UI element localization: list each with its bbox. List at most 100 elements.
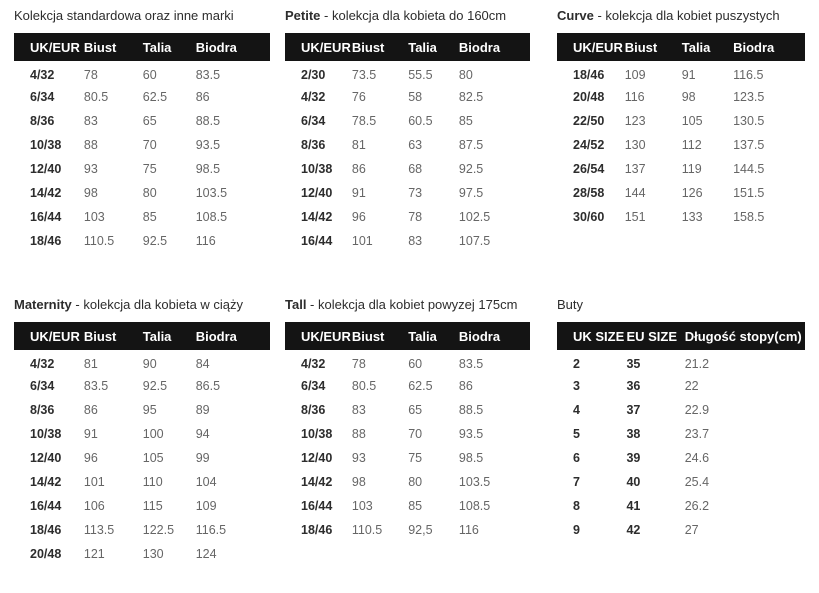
column-header-talia: Talia (681, 33, 734, 61)
value-cell: 62.5 (142, 90, 168, 104)
column-header-biust: Biust (351, 33, 409, 61)
table-row: 12/40 96 105 99 (14, 446, 270, 470)
column-header-biust: Biust (351, 322, 409, 350)
size-table: UK SIZE EU SIZE Długość stopy(cm) 2 35 21.2 3 3… (557, 322, 805, 542)
value-cell: 137.5 (733, 138, 765, 152)
value-cell: 78.5 (351, 114, 377, 128)
value-cell: 109 (624, 67, 646, 82)
column-header-uk-eur: UK/EUR (285, 322, 352, 350)
value-cell: 86 (458, 379, 473, 393)
size-cell: 14/42 (30, 186, 62, 200)
size-table: UK/EUR Biust Talia Biodra 4/32 81 90 84 6/34 83.5… (14, 322, 270, 566)
column-header-biodra: Biodra (195, 322, 270, 350)
value-cell: 80 (408, 475, 423, 489)
size-cell: 28/58 (573, 186, 605, 200)
column-header-biust: Biust (83, 33, 143, 61)
value-cell: 98.5 (195, 162, 221, 176)
value-cell: 39 (626, 451, 641, 465)
table-row: 8/36 86 95 89 (14, 398, 270, 422)
value-cell: 98 (681, 90, 696, 104)
column-header-biodra: Biodra (195, 33, 270, 61)
value-cell: 98 (83, 186, 98, 200)
size-cell: 8/36 (30, 403, 55, 417)
size-cell: 6/34 (30, 90, 55, 104)
value-cell: 109 (195, 499, 217, 513)
title-bold: Petite (285, 8, 321, 23)
value-cell: 130.5 (733, 114, 765, 128)
value-cell: 41 (626, 499, 641, 513)
value-cell: 93 (351, 451, 366, 465)
value-cell: 83.5 (195, 67, 221, 82)
title-text: - kolekcja dla kobiet puszystych (593, 8, 780, 23)
value-cell: 92.5 (458, 162, 484, 176)
value-cell: 70 (142, 138, 157, 152)
value-cell: 85 (142, 210, 157, 224)
value-cell: 102.5 (458, 210, 491, 224)
size-cell: 12/40 (30, 451, 62, 465)
table-row: 10/38 88 70 93.5 (285, 422, 530, 446)
table-row: 2/30 73.5 55.5 80 (285, 61, 530, 85)
size-cell: 6/34 (30, 379, 55, 393)
title-text: - kolekcja dla kobiet powyzej 175cm (306, 297, 518, 312)
table-row: 7 40 25.4 (557, 470, 805, 494)
value-cell: 103.5 (195, 186, 228, 200)
size-cell: 2/30 (301, 67, 326, 82)
size-table: UK/EUR Biust Talia Biodra 18/46 109 91 116.5 20/… (557, 33, 805, 229)
value-cell: 35 (626, 356, 641, 371)
table-row: 20/48 116 98 123.5 (557, 85, 805, 109)
size-cell: 18/46 (30, 523, 62, 537)
size-cell: 14/42 (301, 210, 333, 224)
table-row: 10/38 88 70 93.5 (14, 133, 270, 157)
table-row: 14/42 96 78 102.5 (285, 205, 530, 229)
title-text: - kolekcja dla kobieta w ciąży (71, 297, 244, 312)
size-cell: 10/38 (301, 162, 333, 176)
size-cell: 10/38 (30, 138, 62, 152)
value-cell: 55.5 (408, 67, 433, 82)
value-cell: 62.5 (408, 379, 433, 393)
value-cell: 85 (458, 114, 473, 128)
value-cell: 78 (408, 210, 423, 224)
size-cell: 4/32 (301, 356, 326, 371)
size-cell: 18/46 (573, 67, 605, 82)
value-cell: 126 (681, 186, 703, 200)
table-row: 4/32 78 60 83.5 (285, 350, 530, 374)
size-cell: 12/40 (30, 162, 62, 176)
header-row: UK/EUR Biust Talia Biodra (285, 33, 530, 61)
table-row: 18/46 110.5 92.5 116 (14, 229, 270, 253)
tables-row-top: Kolekcja standardowa oraz inne marki UK/… (14, 8, 819, 253)
value-cell: 60 (142, 67, 157, 82)
header-row: UK/EUR Biust Talia Biodra (14, 33, 270, 61)
table-title-tall: Tall - kolekcja dla kobiet powyzej 175cm (285, 297, 530, 312)
table-row: 8/36 83 65 88.5 (14, 109, 270, 133)
value-cell: 38 (626, 427, 641, 441)
value-cell: 101 (83, 475, 105, 489)
value-cell: 98 (351, 475, 366, 489)
size-cell: 7 (573, 475, 580, 489)
size-cell: 16/44 (30, 499, 62, 513)
value-cell: 40 (626, 475, 641, 489)
size-cell: 2 (573, 356, 580, 371)
value-cell: 130 (624, 138, 646, 152)
value-cell: 89 (195, 403, 210, 417)
column-header-biodra: Biodra (458, 33, 530, 61)
value-cell: 80.5 (351, 379, 377, 393)
value-cell: 75 (142, 162, 157, 176)
size-cell: 6/34 (301, 114, 326, 128)
table-row: 6/34 80.5 62.5 86 (285, 374, 530, 398)
value-cell: 116 (624, 90, 645, 104)
value-cell: 121 (83, 547, 105, 561)
value-cell: 73.5 (351, 67, 377, 82)
value-cell: 105 (142, 451, 164, 465)
column-header-biodra: Biodra (733, 33, 805, 61)
column-header-talia: Talia (142, 322, 196, 350)
value-cell: 88 (83, 138, 98, 152)
value-cell: 108.5 (458, 499, 491, 513)
value-cell: 116 (195, 234, 216, 248)
column-header-talia: Talia (142, 33, 196, 61)
size-guide-page: Kolekcja standardowa oraz inne marki UK/… (14, 8, 819, 566)
size-cell: 8 (573, 499, 580, 513)
value-cell: 82.5 (458, 90, 484, 104)
size-cell: 12/40 (301, 186, 333, 200)
table-row: 10/38 91 100 94 (14, 422, 270, 446)
value-cell: 92.5 (142, 234, 168, 248)
